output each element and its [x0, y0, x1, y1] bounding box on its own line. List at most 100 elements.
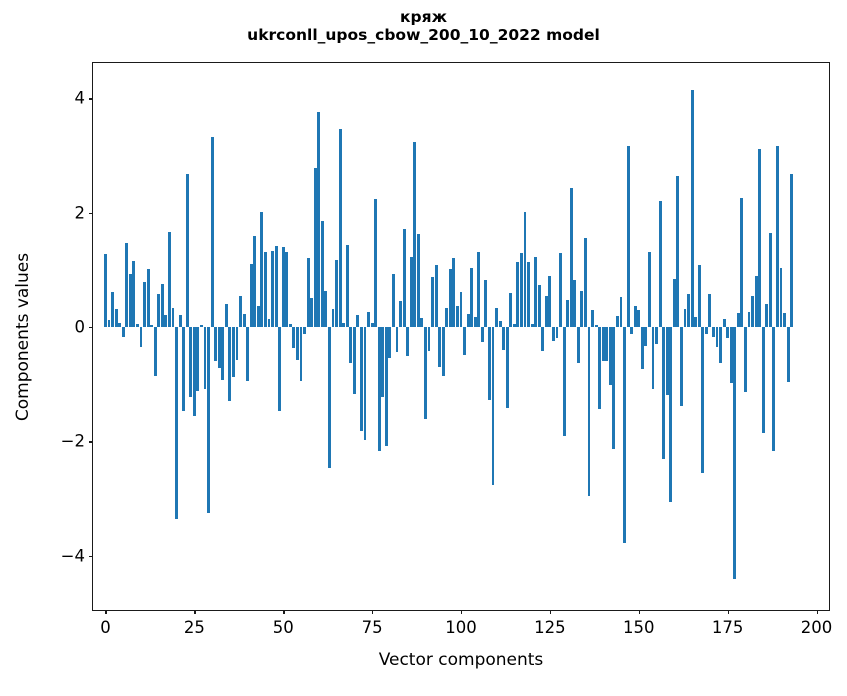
bar [520, 252, 523, 328]
bar [246, 327, 250, 381]
bar [271, 251, 274, 328]
bar [712, 327, 715, 338]
bar [349, 327, 353, 364]
bar [569, 188, 573, 328]
bar [342, 323, 346, 328]
bar [214, 327, 218, 362]
bar [470, 267, 474, 328]
y-axis-label: Components values [10, 62, 36, 611]
bar [790, 173, 794, 328]
bar [680, 327, 683, 406]
bar [409, 256, 413, 328]
bar [697, 265, 701, 328]
bar [253, 236, 257, 328]
bar [527, 261, 530, 328]
bar [381, 327, 385, 398]
bar [427, 327, 431, 352]
bar [480, 327, 484, 343]
x-tick-mark [105, 610, 107, 614]
x-tick-mark [727, 610, 729, 614]
bar [694, 317, 698, 328]
bar [303, 327, 306, 335]
bar [399, 301, 402, 328]
bar [626, 145, 630, 328]
bar [491, 327, 495, 486]
bar [776, 146, 779, 328]
bar [367, 312, 370, 328]
bar [509, 292, 513, 328]
y-tick-mark [89, 441, 93, 443]
bar [676, 176, 680, 328]
bar [317, 112, 321, 328]
bar [345, 244, 349, 328]
bar [644, 327, 648, 346]
bar [772, 327, 776, 451]
y-tick-mark [89, 98, 93, 100]
x-tick-label: 25 [183, 618, 205, 637]
bar [658, 201, 662, 328]
bar [640, 327, 644, 370]
bar [445, 308, 449, 328]
bars-container [93, 63, 829, 610]
bar [754, 275, 758, 328]
bar [107, 319, 111, 328]
bar [587, 327, 591, 497]
bar [125, 243, 129, 328]
bar [224, 304, 228, 328]
bar [687, 293, 690, 328]
bar [434, 265, 438, 328]
bar [562, 327, 566, 437]
y-axis-label-text: Components values [13, 252, 33, 421]
bar [761, 327, 765, 433]
bar [548, 275, 552, 328]
bar [786, 327, 790, 382]
bar [160, 283, 164, 328]
bar [488, 327, 491, 400]
bar [441, 327, 445, 377]
bar [747, 311, 751, 328]
y-tick-mark [89, 327, 93, 329]
bar [555, 327, 559, 339]
chart-title: кряж ukrconll_upos_cbow_200_10_2022 mode… [0, 8, 847, 45]
bar [534, 257, 538, 328]
bar [178, 315, 182, 328]
bar [512, 324, 516, 328]
y-tick-label: −2 [60, 431, 85, 451]
chart-title-line-2: ukrconll_upos_cbow_200_10_2022 model [247, 26, 600, 45]
bar [736, 313, 740, 328]
bar [217, 327, 221, 368]
x-tick-label: 200 [800, 618, 833, 637]
bar [601, 327, 605, 362]
x-tick-mark [194, 610, 196, 614]
bar [157, 293, 161, 328]
bar [495, 308, 498, 328]
bar [320, 220, 324, 328]
bar [182, 327, 186, 412]
bar [285, 251, 289, 328]
bar [463, 327, 466, 356]
bar [544, 296, 548, 328]
bar [484, 280, 488, 328]
bar [281, 247, 285, 328]
y-tick-label: 2 [74, 203, 86, 223]
bar [239, 295, 242, 328]
bar [740, 198, 744, 328]
bar [328, 327, 331, 469]
bar [623, 327, 626, 544]
bar [200, 324, 203, 328]
bar [402, 228, 406, 328]
bar [420, 317, 424, 328]
bar [384, 327, 388, 446]
bar [431, 277, 434, 328]
bar [598, 327, 602, 410]
bar [306, 257, 310, 328]
bar [235, 327, 239, 361]
bar [605, 327, 609, 362]
y-tick-label: 0 [74, 317, 86, 337]
bar [566, 300, 570, 328]
bar [228, 327, 232, 402]
chart-title-line-1: кряж [400, 8, 447, 26]
bar [726, 327, 730, 339]
bar [456, 305, 459, 328]
bar [466, 313, 470, 328]
